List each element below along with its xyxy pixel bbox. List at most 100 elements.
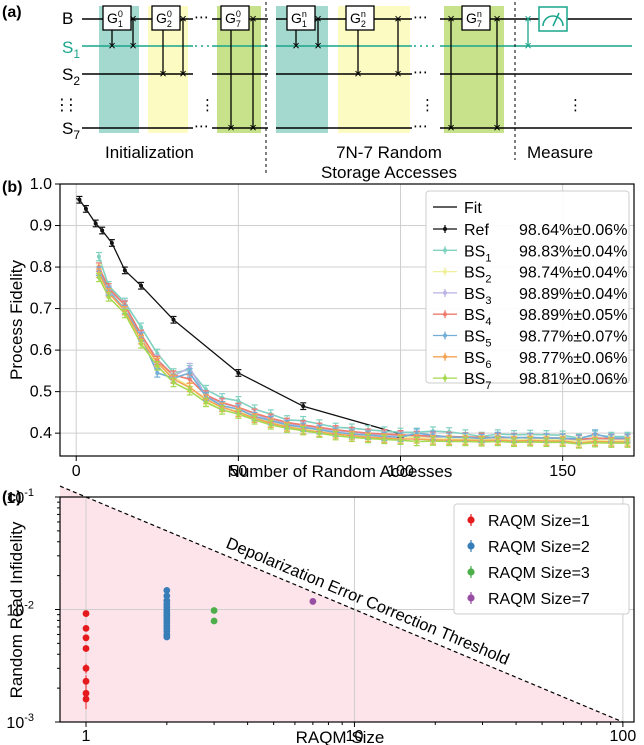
chart-b-point [544, 440, 549, 445]
chart-c-point [163, 586, 171, 594]
measure-swap: × × [524, 11, 532, 53]
svg-text:×: × [493, 120, 501, 135]
chart-b-point [77, 197, 82, 202]
chart-b-legend-swatch-dot [443, 290, 447, 295]
chart-b-point [301, 404, 306, 409]
chart-c-legend-swatch-dot [467, 516, 475, 524]
chart-c-legend-box [453, 503, 630, 615]
chart-c-point [210, 617, 218, 625]
chart-b-legend-swatch-dot [443, 376, 447, 381]
chart-b-point [187, 388, 192, 393]
chart-b-point [317, 431, 322, 436]
chart-b-point [430, 439, 435, 444]
chart-c-legend-label: RAQM Size=3 [488, 565, 590, 582]
chart-b-ytick-label: 0.7 [30, 301, 52, 318]
chart-c-legend-swatch-dot [467, 542, 475, 550]
chart-b-point [414, 431, 419, 436]
chart-c-series-raqm-size-3 [210, 607, 218, 625]
svg-text:×: × [314, 11, 322, 26]
chart-b-ytick-label: 0.5 [30, 384, 52, 401]
chart-b-legend-value: 98.81%±0.06% [519, 371, 627, 388]
chart-b-ytick-label: 0.8 [30, 259, 52, 276]
chart-c-ticks: 1 10 100 10-3 10-2 10-1 [6, 487, 636, 745]
chart-b-point [187, 370, 192, 375]
svg-text:×: × [179, 11, 187, 26]
chart-c-ytick-label: 10-2 [6, 600, 34, 620]
chart-b-point [268, 422, 273, 427]
svg-text:G07: G0 7 [225, 9, 241, 29]
svg-text:×: × [447, 11, 455, 26]
chart-b-ytick-label: 1.0 [30, 176, 52, 193]
chart-c-point [82, 695, 90, 703]
chart-c-legend-swatch-dot [467, 568, 475, 576]
chart-c-xtick-label: 10 [346, 728, 364, 745]
chart-b-point [236, 370, 241, 375]
svg-text:×: × [129, 38, 137, 53]
chart-b-point [479, 439, 484, 444]
circuit-dots: ⋯ ⋯ ⋯ ⋯ ⋯ ⋮ ⋮ ⋮ [194, 9, 583, 135]
section-label-initialization: Initialization [105, 143, 194, 162]
chart-b-ytick-label: 0.9 [30, 218, 52, 235]
chart-b-ticks: 0 50 100 150 0.4 0.5 0.6 0.7 0.8 0.9 1.0 [30, 176, 576, 480]
svg-text:⋮: ⋮ [568, 97, 583, 114]
chart-b-point [122, 311, 127, 316]
svg-text:⋯: ⋯ [194, 118, 209, 135]
svg-text:⋮: ⋮ [420, 97, 435, 114]
chart-b-point [285, 426, 290, 431]
panel-c-chart: (c) Depolarization Error Correction Thre… [2, 485, 636, 745]
chart-c-point [82, 664, 90, 672]
chart-b-point [155, 363, 160, 368]
chart-b-ytick-label: 0.6 [30, 342, 52, 359]
gate-gn-7: Gn 7 × × × × [447, 5, 501, 135]
chart-b-point [398, 438, 403, 443]
row-label-s7: S7 [62, 119, 80, 142]
chart-b-legend-label: BS3 [464, 286, 491, 307]
chart-b-point [220, 407, 225, 412]
chart-c-point [82, 624, 90, 632]
chart-b-frame [59, 183, 635, 457]
chart-b-point [93, 221, 98, 226]
chart-b-legend-value: 98.64%±0.06% [519, 222, 627, 239]
chart-b-point [171, 317, 176, 322]
chart-b-legend-box [425, 190, 630, 384]
chart-b-point [155, 351, 160, 356]
chart-c-legend-label: RAQM Size=1 [488, 513, 590, 530]
chart-b-legend-value: 98.89%±0.05% [519, 307, 627, 324]
chart-b-legend-label: BS7 [464, 371, 491, 392]
chart-c-legend-label: RAQM Size=7 [488, 591, 590, 608]
chart-b-point [414, 439, 419, 444]
row-ellipsis: ⋮ [54, 97, 70, 114]
chart-c-point [82, 677, 90, 685]
svg-text:Gn1: Gn 1 [291, 9, 307, 29]
measurement-meter-icon [538, 6, 568, 32]
svg-text:G02: G0 2 [156, 9, 172, 29]
chart-b-ylabel: Process Fidelity [7, 260, 26, 380]
svg-text:×: × [447, 120, 455, 135]
chart-b-legend-value: 98.74%±0.04% [519, 265, 627, 282]
svg-text:G01: G0 1 [107, 9, 123, 29]
chart-b-legend-label: BS4 [464, 307, 491, 328]
svg-text:⋮: ⋮ [200, 97, 215, 114]
chart-b-point [528, 439, 533, 444]
row-ellipsis-2: ⋮ [63, 97, 79, 114]
svg-text:×: × [292, 38, 300, 53]
gate-gn-1: Gn 1 × × × [286, 5, 322, 53]
chart-b-ytick-label: 0.4 [30, 425, 52, 442]
chart-b-point [109, 240, 114, 245]
chart-c-series-raqm-size-7 [309, 598, 317, 605]
chart-b-point [625, 441, 630, 446]
chart-c-series-raqm-size-2 [163, 586, 171, 641]
panel-label-c: (c) [2, 489, 22, 506]
svg-text:×: × [227, 120, 235, 135]
chart-b-point [576, 441, 581, 446]
row-label-s2: S2 [62, 65, 80, 88]
chart-b-point [301, 428, 306, 433]
chart-b-point [83, 206, 88, 211]
chart-b-legend-value: 98.89%±0.04% [519, 286, 627, 303]
chart-b-point [139, 341, 144, 346]
chart-c-point [82, 645, 90, 652]
row-label-b: B [62, 9, 73, 28]
chart-c-legend-swatch-dot [467, 594, 475, 602]
chart-b-xtick-label: 150 [549, 463, 576, 480]
